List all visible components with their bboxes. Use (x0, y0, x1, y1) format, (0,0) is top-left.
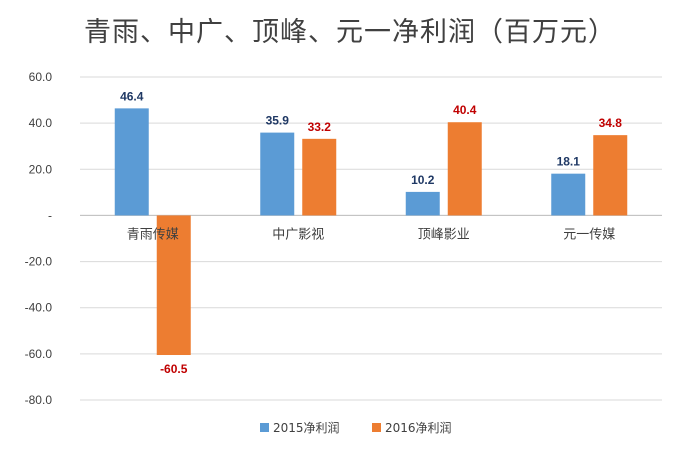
bar (156, 215, 191, 356)
bar (302, 138, 337, 216)
y-tick-label: -80.0 (25, 393, 53, 407)
y-tick-label: 60.0 (29, 70, 53, 84)
data-label: 18.1 (557, 155, 581, 169)
data-label: 33.2 (308, 120, 332, 134)
y-tick-label: -20.0 (25, 255, 53, 269)
y-tick-label: 40.0 (29, 116, 53, 130)
x-tick-label: 中广影视 (272, 227, 324, 242)
y-tick-label: -60.0 (25, 347, 53, 361)
x-tick-label: 元一传媒 (563, 227, 615, 242)
bar (114, 108, 149, 216)
data-label: -60.5 (160, 362, 188, 376)
bar (593, 135, 628, 216)
data-label: 35.9 (266, 114, 290, 128)
data-label: 10.2 (411, 173, 435, 187)
legend-swatch (260, 423, 269, 432)
bar (260, 132, 295, 216)
x-tick-label: 顶峰影业 (418, 227, 470, 242)
data-label: 40.4 (453, 103, 477, 117)
data-label: 34.8 (599, 116, 623, 130)
legend-label: 2015净利润 (273, 421, 340, 435)
bar (551, 173, 586, 216)
y-tick-label: -40.0 (25, 301, 53, 315)
y-tick-label: - (48, 208, 52, 222)
legend-label: 2016净利润 (385, 421, 452, 435)
y-tick-label: 20.0 (29, 162, 53, 176)
data-label: 46.4 (120, 89, 144, 103)
bar (405, 191, 440, 216)
chart-title: 青雨、中广、顶峰、元一净利润（百万元） (84, 17, 616, 48)
bar (447, 122, 482, 216)
x-tick-label: 青雨传媒 (127, 227, 179, 242)
legend-swatch (372, 423, 381, 432)
